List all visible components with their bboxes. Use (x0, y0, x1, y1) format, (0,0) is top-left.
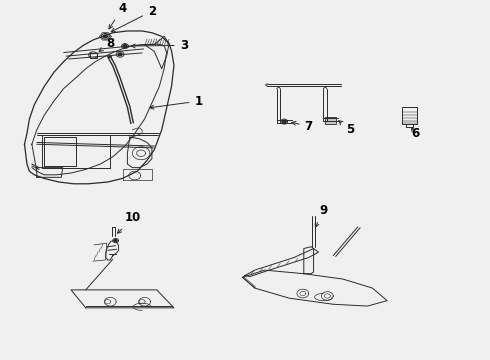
Text: 8: 8 (99, 37, 114, 51)
Polygon shape (282, 120, 286, 123)
Text: 7: 7 (292, 120, 313, 133)
Text: 2: 2 (111, 5, 156, 32)
Text: 5: 5 (339, 121, 354, 136)
Polygon shape (118, 53, 122, 56)
Text: 4: 4 (109, 2, 126, 29)
Bar (325, 117, 336, 125)
Polygon shape (123, 45, 127, 48)
Text: 3: 3 (131, 39, 188, 52)
Bar (402, 107, 416, 125)
Text: 10: 10 (118, 211, 142, 233)
Polygon shape (114, 239, 117, 242)
Polygon shape (103, 35, 107, 38)
Text: 1: 1 (150, 95, 202, 109)
Text: 6: 6 (412, 127, 419, 140)
Text: 9: 9 (315, 204, 327, 227)
Bar (90, 53, 97, 58)
